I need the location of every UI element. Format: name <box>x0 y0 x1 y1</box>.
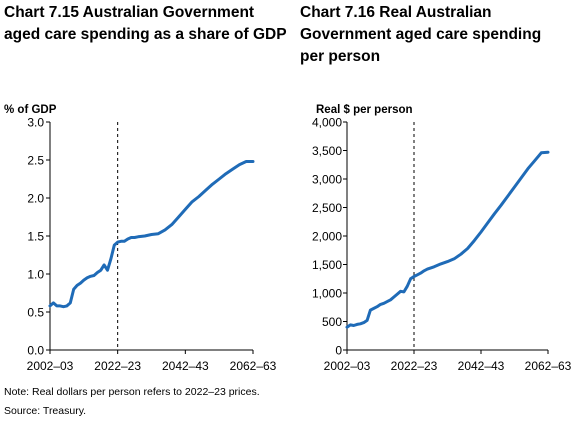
chart-7-16-y-tick-label: 1,000 <box>312 287 342 301</box>
chart-7-15-y-tick-label: 2.0 <box>27 192 44 206</box>
chart-7-15-y-tick-label: 0.5 <box>27 306 44 320</box>
chart-7-16-title: Chart 7.16 Real Australian Government ag… <box>300 4 542 65</box>
chart-7-16-y-tick-label: 2,500 <box>312 201 342 215</box>
chart-7-15-y-tick-label: 3.0 <box>27 116 44 130</box>
chart-7-15-x-tick-label: 2022–23 <box>94 359 141 373</box>
chart-7-16-x-tick-label: 2042–43 <box>458 359 505 373</box>
chart-7-16-y-tick-label: 500 <box>322 315 342 329</box>
chart-7-16-y-tick-label: 3,000 <box>312 173 342 187</box>
chart-7-15-y-tick-label: 1.5 <box>27 230 44 244</box>
chart-7-15-x-tick-label: 2062–63 <box>230 359 277 373</box>
chart-7-16-y-tick-label: 1,500 <box>312 258 342 272</box>
chart-7-16-ylabel: Real $ per person <box>316 104 413 116</box>
chart-note: Note: Real dollars per person refers to … <box>4 386 260 398</box>
chart-7-15-ylabel: % of GDP <box>4 104 57 116</box>
chart-7-16-y-tick-label: 4,000 <box>312 116 342 130</box>
chart-7-15-title: Chart 7.15 Australian Government aged ca… <box>4 4 287 43</box>
chart-source: Source: Treasury. <box>4 405 87 417</box>
chart-7-16-y-tick-label: 2,000 <box>312 230 342 244</box>
chart-7-16-x-tick-label: 2002–03 <box>324 359 371 373</box>
chart-7-15-y-tick-label: 2.5 <box>27 154 44 168</box>
chart-7-15-x-tick-label: 2042–43 <box>162 359 209 373</box>
chart-7-16-series-line <box>345 150 550 329</box>
chart-7-15-y-tick-label: 1.0 <box>27 268 44 282</box>
chart-7-16-y-tick-label: 0 <box>335 344 342 358</box>
chart-7-16-y-tick-label: 3,500 <box>312 144 342 158</box>
chart-7-16-x-tick-label: 2062–63 <box>525 359 572 373</box>
chart-7-16-x-tick-label: 2022–23 <box>391 359 438 373</box>
chart-7-15-series-line <box>48 160 255 309</box>
chart-7-15-y-tick-label: 0.0 <box>27 344 44 358</box>
chart-7-15-x-tick-label: 2002–03 <box>27 359 74 373</box>
